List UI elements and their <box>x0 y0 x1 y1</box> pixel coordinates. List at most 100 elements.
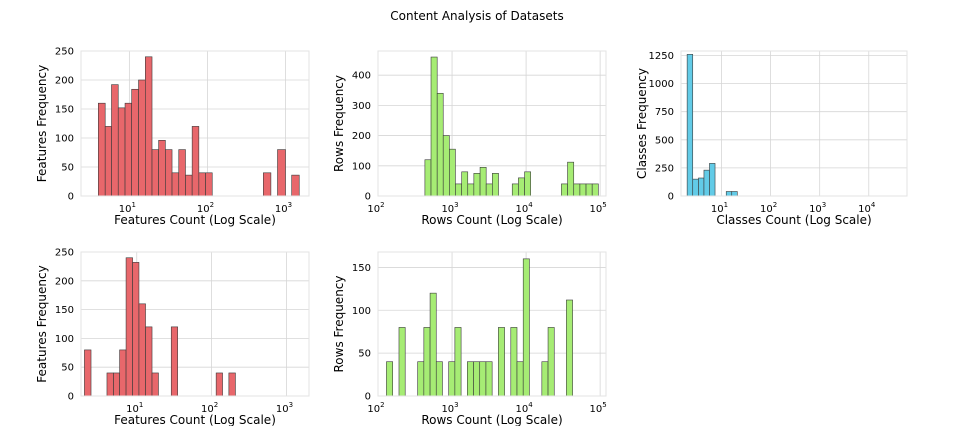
chart-2-xtick-0: 101 <box>711 201 728 215</box>
chart-3-bar-4 <box>125 257 133 397</box>
chart-1-bar-1 <box>430 56 438 197</box>
chart-4-bar-18 <box>566 299 573 397</box>
chart-0-ytick-4: 200 <box>55 76 74 87</box>
chart-1-bar-14 <box>524 171 531 197</box>
chart-4-frame <box>377 251 607 397</box>
chart-1-bar-15 <box>561 183 568 197</box>
chart-4-ytick-1: 50 <box>358 349 371 360</box>
chart-2-bar-4 <box>709 163 716 197</box>
chart-1-bar-16 <box>567 161 575 197</box>
chart-0-bar-4 <box>124 102 132 197</box>
chart-2-bar-0 <box>686 54 694 197</box>
chart-4-xtick-0: 102 <box>367 401 384 415</box>
chart-0-bar-7 <box>145 56 153 197</box>
chart-4-bar-0 <box>386 361 394 397</box>
chart-1-bar-7 <box>467 183 475 197</box>
chart-0-frame <box>80 50 310 197</box>
chart-3-ytick-0: 0 <box>68 392 74 403</box>
chart-2-ylabel: Classes Frequency <box>635 68 649 179</box>
chart-0-ytick-1: 50 <box>61 163 74 174</box>
chart-4-ytick-2: 100 <box>352 306 371 317</box>
chart-2-bar-1 <box>692 178 699 197</box>
chart-2-ytick-3: 750 <box>655 107 674 118</box>
chart-4-bar-4 <box>429 292 437 397</box>
chart-2-ytick-4: 1000 <box>649 79 674 90</box>
chart-0-bar-9 <box>158 140 166 197</box>
chart-1-bar-20 <box>591 183 599 197</box>
chart-1-bar-11 <box>492 173 499 197</box>
chart-4-bar-2 <box>417 361 425 397</box>
chart-1-bar-19 <box>585 183 593 197</box>
chart-1-xlabel: Rows Count (Log Scale) <box>421 213 562 227</box>
chart-0-bar-18 <box>277 149 286 197</box>
chart-2-xtick-3: 104 <box>858 201 876 215</box>
chart-0-bar-17 <box>263 172 272 197</box>
chart-4-bar-14 <box>516 361 524 397</box>
chart-3-bar-8 <box>151 372 159 397</box>
chart-2-ytick-0: 0 <box>668 192 674 203</box>
chart-1-bar-3 <box>442 135 450 197</box>
chart-0-bar-5 <box>131 88 139 197</box>
chart-1-ytick-1: 100 <box>352 161 371 172</box>
chart-1-ytick-3: 300 <box>352 101 371 112</box>
chart-4-bar-11 <box>485 361 493 397</box>
chart-4-bar-10 <box>479 361 487 397</box>
chart-1-bar-13 <box>518 177 525 197</box>
chart-4-ytick-3: 150 <box>352 263 371 274</box>
chart-4-bar-8 <box>467 361 474 397</box>
chart-0-ytick-5: 250 <box>55 47 74 58</box>
chart-1-ytick-2: 200 <box>352 131 371 142</box>
chart-rows-bottom: 0 50 100 150 102 103 104 105 Rows Count (Log Sca… <box>332 251 607 426</box>
chart-4-bar-1 <box>398 327 406 397</box>
chart-1-bar-12 <box>511 183 519 197</box>
chart-3-ytick-2: 100 <box>55 334 74 345</box>
chart-1-bar-9 <box>479 167 487 197</box>
chart-1-ytick-0: 0 <box>365 192 371 203</box>
chart-2-bar-3 <box>703 169 710 197</box>
chart-0-bar-10 <box>165 149 173 197</box>
chart-4-xtick-1: 103 <box>441 401 458 415</box>
chart-1-bar-0 <box>424 159 432 197</box>
chart-3-xtick-1: 102 <box>201 401 218 415</box>
chart-4-xlabel: Rows Count (Log Scale) <box>421 413 562 426</box>
chart-1-xtick-0: 102 <box>367 201 384 215</box>
chart-2-xtick-2: 103 <box>809 201 826 215</box>
chart-3-xtick-0: 101 <box>126 401 143 415</box>
chart-3-bar-5 <box>132 262 140 397</box>
chart-3-bar-3 <box>119 349 127 397</box>
chart-3-bar-0 <box>84 349 92 397</box>
chart-4-bar-6 <box>448 361 456 397</box>
chart-0-ytick-3: 150 <box>55 105 74 116</box>
chart-1-bar-4 <box>449 148 456 197</box>
chart-2-plot-area <box>681 51 907 196</box>
chart-0-xtick-0: 101 <box>119 201 136 215</box>
chart-4-xtick-3: 105 <box>590 401 607 415</box>
chart-1-frame <box>377 50 607 197</box>
chart-3-xtick-2: 103 <box>276 401 293 415</box>
chart-2-ytick-2: 500 <box>655 135 674 146</box>
chart-0-bar-2 <box>111 84 119 197</box>
chart-4-bar-15 <box>522 258 530 397</box>
chart-2-frame <box>680 50 908 197</box>
chart-1-bar-5 <box>455 183 462 197</box>
chart-2-bar-2 <box>698 177 705 197</box>
chart-1-ylabel: Rows Frequency <box>332 75 346 172</box>
chart-2-ytick-5: 1250 <box>649 51 674 62</box>
chart-3-plot-area <box>81 252 309 396</box>
chart-0-bar-15 <box>198 172 206 197</box>
chart-1-xtick-2: 104 <box>515 201 533 215</box>
chart-4-bar-5 <box>435 361 443 397</box>
chart-3-ytick-3: 150 <box>55 305 74 316</box>
chart-1-bar-2 <box>436 92 444 197</box>
chart-1-xtick-1: 103 <box>441 201 458 215</box>
figure-title: Content Analysis of Datasets <box>390 9 563 23</box>
chart-3-ylabel: Features Frequency <box>35 265 49 382</box>
chart-3-bar-10 <box>215 372 223 397</box>
chart-4-bar-7 <box>454 327 462 397</box>
chart-3-ytick-1: 50 <box>61 363 74 374</box>
chart-3-bar-2 <box>113 372 120 397</box>
chart-2-ytick-1: 250 <box>655 163 674 174</box>
chart-0-bar-13 <box>185 174 193 197</box>
